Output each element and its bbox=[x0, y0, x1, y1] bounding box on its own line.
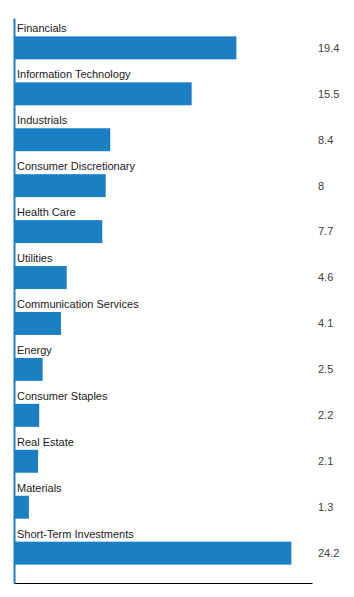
data-label: 2.2 bbox=[318, 409, 333, 421]
category-label: Consumer Staples bbox=[17, 390, 108, 402]
data-label: 7.7 bbox=[318, 225, 333, 237]
category-label: Short-Term Investments bbox=[17, 528, 134, 540]
category-label: Financials bbox=[17, 22, 67, 34]
x-axis-line bbox=[15, 583, 313, 584]
bar bbox=[14, 358, 43, 381]
data-label: 8.4 bbox=[318, 134, 333, 146]
bar bbox=[14, 174, 106, 197]
category-label: Materials bbox=[17, 482, 62, 494]
chart: Short-Term Investments Materials Real Esta… bbox=[0, 0, 354, 597]
data-label: 2.5 bbox=[318, 363, 333, 375]
x-axis bbox=[15, 583, 313, 584]
category-label: Energy bbox=[17, 344, 52, 356]
data-label: 8 bbox=[318, 180, 324, 192]
data-label: 19.4 bbox=[318, 42, 339, 54]
bar bbox=[14, 82, 192, 105]
left-line bbox=[14, 19, 16, 584]
category-label: Communication Services bbox=[17, 298, 139, 310]
data-label: 24.2 bbox=[318, 547, 339, 559]
category-labels: Short-Term Investments Materials Real Esta… bbox=[17, 22, 139, 539]
category-label: Real Estate bbox=[17, 436, 74, 448]
bar bbox=[14, 220, 102, 243]
data-label: 4.1 bbox=[318, 317, 333, 329]
category-label: Information Technology bbox=[17, 68, 131, 80]
y-axis bbox=[14, 19, 15, 584]
bar bbox=[14, 312, 61, 335]
data-labels: 24.2 1.3 2.1 2.2 2.5 4.1 4.6 7.7 8 8.4 15.5 19.4 bbox=[318, 42, 339, 559]
bars bbox=[14, 36, 291, 564]
bar bbox=[14, 542, 291, 565]
data-label: 2.1 bbox=[318, 455, 333, 467]
data-label: 4.6 bbox=[318, 271, 333, 283]
bar bbox=[14, 404, 39, 427]
bar bbox=[14, 266, 67, 289]
category-label: Consumer Discretionary bbox=[17, 160, 135, 172]
bar bbox=[14, 496, 29, 519]
data-label: 1.3 bbox=[318, 501, 333, 513]
bar bbox=[14, 450, 38, 473]
category-label: Utilities bbox=[17, 252, 53, 264]
bar bbox=[14, 128, 110, 151]
category-label: Health Care bbox=[17, 206, 76, 218]
category-label: Industrials bbox=[17, 114, 68, 126]
plot: Short-Term Investments Materials Real Esta… bbox=[14, 19, 339, 584]
data-label: 15.5 bbox=[318, 88, 339, 100]
bar bbox=[14, 36, 236, 59]
